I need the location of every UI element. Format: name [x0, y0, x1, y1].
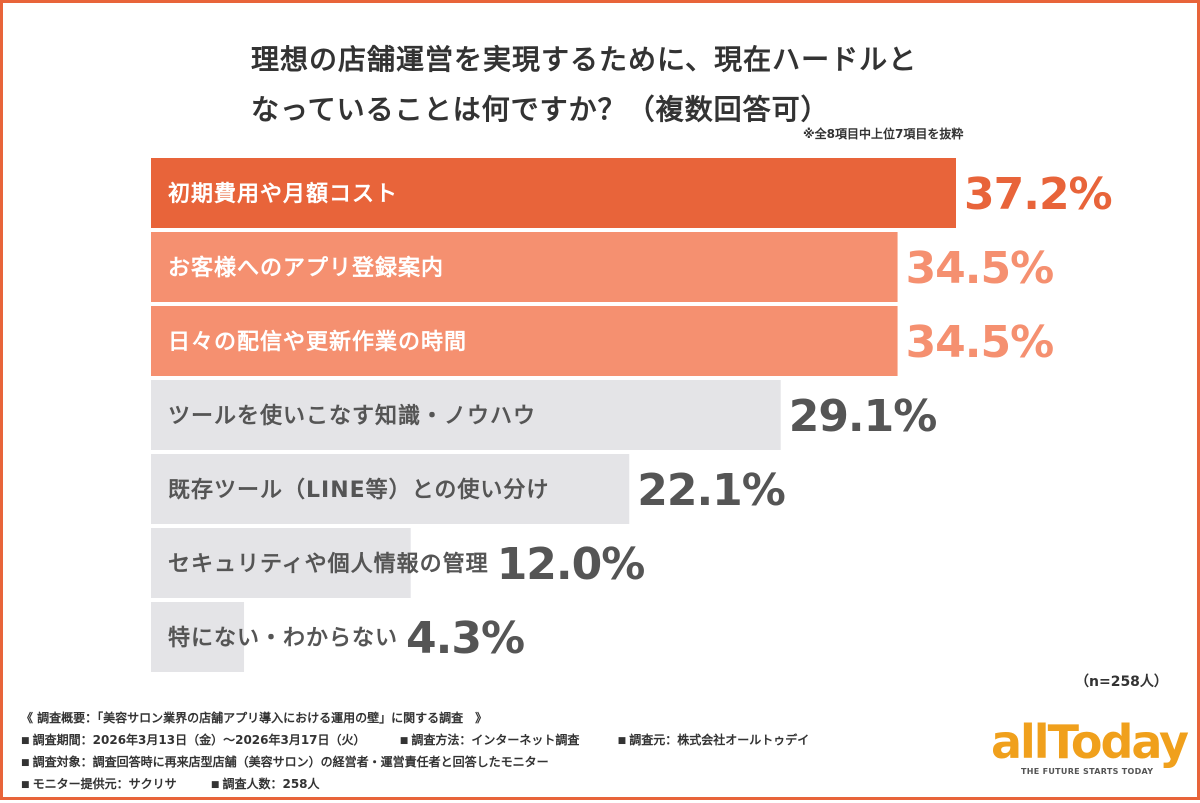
bar-label-4: ツールを使いこなす知識・ノウハウ — [168, 403, 536, 429]
value-label-6: 12.0% — [497, 539, 645, 590]
overview-header: 《 調査概要：「美容サロン業界の店舗アプリ導入における運用の壁」に関する調査 》 — [21, 711, 488, 725]
value-label-4: 29.1% — [789, 391, 937, 442]
overview-provider: モニター提供元：サクリサ — [21, 773, 177, 796]
bar-label-1: 初期費用や月額コスト — [168, 181, 398, 207]
bar-label-7: 特にない・わからない — [168, 625, 398, 651]
overview-period: 調査期間：2026年3月13日（金）〜2026年3月17日（火） — [21, 729, 366, 752]
bar-4 — [151, 380, 781, 450]
survey-overview: 《 調査概要：「美容サロン業界の店舗アプリ導入における運用の壁」に関する調査 》… — [21, 707, 981, 795]
title-line-2: なっていることは何ですか？（複数回答可） — [251, 93, 830, 126]
bar-label-2: お客様へのアプリ登録案内 — [168, 255, 444, 281]
alltoday-logo: allToday THE FUTURE STARTS TODAY — [991, 715, 1189, 779]
selection-note: ※全8項目中上位7項目を抜粋 — [803, 127, 964, 141]
bar-label-6: セキュリティや個人情報の管理 — [168, 551, 489, 577]
bar-3 — [151, 306, 898, 376]
title-line-1: 理想の店舗運営を実現するために、現在ハードルと — [251, 43, 918, 76]
bar-chart: 初期費用や月額コスト 37.2% お客様へのアプリ登録案内 34.5% 日々の配信や更新… — [151, 158, 1113, 672]
value-label-7: 4.3% — [406, 613, 524, 664]
bar-1 — [151, 158, 956, 228]
overview-target: 調査対象：調査回答時に再来店型店舗（美容サロン）の経営者・運営責任者と回答したモ… — [21, 751, 549, 774]
value-label-5: 22.1% — [637, 465, 785, 516]
overview-row-3: モニター提供元：サクリサ 調査人数：258人 — [21, 773, 981, 795]
overview-row-1: 調査期間：2026年3月13日（金）〜2026年3月17日（火） 調査方法：イン… — [21, 729, 981, 751]
overview-method: 調査方法：インターネット調査 — [400, 729, 579, 752]
bar-5 — [151, 454, 630, 524]
logo-wordmark: allToday — [991, 715, 1189, 769]
overview-count: 調査人数：258人 — [211, 773, 319, 796]
chart-title: 理想の店舗運営を実現するために、現在ハードルと なっていることは何ですか？（複数… — [251, 35, 1011, 135]
logo-tagline: THE FUTURE STARTS TODAY — [1021, 767, 1154, 776]
bar-2 — [151, 232, 898, 302]
bar-label-3: 日々の配信や更新作業の時間 — [168, 329, 467, 355]
bar-6 — [151, 528, 411, 598]
sample-size: （n=258人） — [1075, 674, 1168, 690]
value-label-1: 37.2% — [964, 169, 1112, 220]
overview-row-2: 調査対象：調査回答時に再来店型店舗（美容サロン）の経営者・運営責任者と回答したモ… — [21, 751, 981, 773]
value-label-2: 34.5% — [906, 243, 1054, 294]
overview-source: 調査元：株式会社オールトゥデイ — [618, 729, 809, 752]
bar-7 — [151, 602, 245, 672]
bar-label-5: 既存ツール（LINE等）との使い分け — [168, 477, 549, 503]
value-label-3: 34.5% — [906, 317, 1054, 368]
